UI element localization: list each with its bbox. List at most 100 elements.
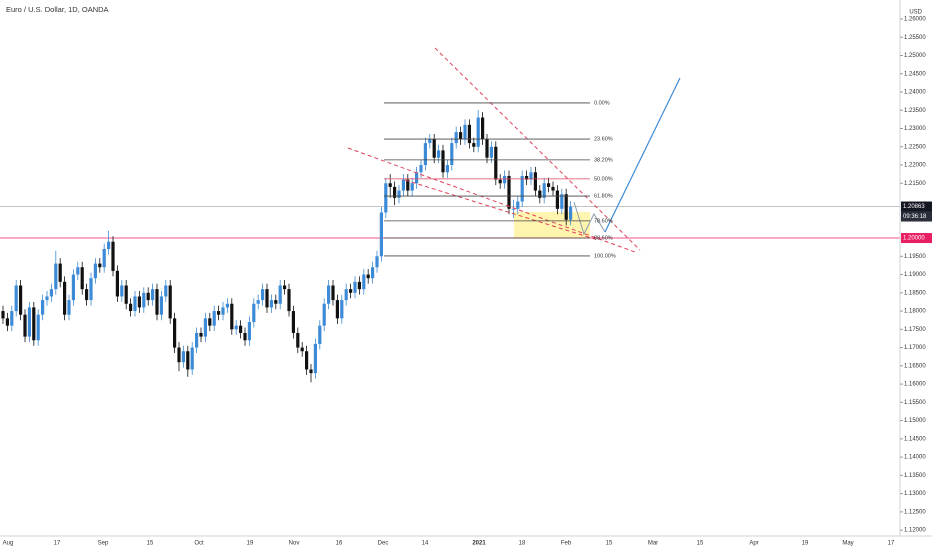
candle-body [41,300,45,315]
candle-body [203,318,207,337]
candle-body [503,175,507,184]
candle-body [542,183,546,198]
candle-body [335,300,339,319]
candle-body [511,208,515,210]
candle-body [419,165,423,173]
candle-body [309,369,313,374]
y-tick-label: 1.15000 [904,418,926,424]
candle-body [564,194,568,220]
candle-body [89,278,93,301]
y-tick-label: 1.16000 [904,382,926,388]
fib-label: 88.60% [594,235,613,241]
candle-body [93,263,97,279]
candle-body [423,143,427,166]
x-tick-label: Sep [98,541,109,547]
candle-body [54,263,58,290]
y-tick-label: 1.19500 [904,254,926,260]
candle-body [362,274,366,290]
candle-body [208,318,212,326]
x-tick-label: 17 [54,541,61,547]
candle-body [375,256,379,268]
y-tick-label: 1.23500 [904,108,926,114]
candle-body [63,281,67,315]
candle-body [331,285,335,301]
y-tick-label: 1.19000 [904,272,926,278]
candle-body [410,183,414,191]
candle-body [115,270,119,297]
candle-body [45,296,49,301]
y-tick-label: 1.21500 [904,181,926,187]
y-tick-label: 1.12500 [904,509,926,515]
candle-body [551,186,555,191]
candle-body [296,332,300,348]
candle-body [151,289,155,301]
projection-zigzag [573,201,606,236]
chart-title: Euro / U.S. Dollar, 1D, OANDA [6,5,109,14]
candle-body [322,303,326,326]
candle-body [111,241,115,271]
candle-body [85,289,89,301]
y-tick-label: 1.14500 [904,436,926,442]
candle-body [239,325,243,333]
candle-body [133,296,137,312]
candle-body [247,322,251,341]
drawings: 0.00% 23.60% 38.20% 50.00% 61.80% 78.60% 88.60… [347,47,681,259]
x-tick-label: 19 [802,541,809,547]
candle-body [146,292,150,301]
candle-body [291,311,295,333]
candle-body [529,172,533,180]
candle-body [190,347,194,370]
x-tick-label: 16 [336,541,343,547]
candle-body [36,314,40,341]
candle-body [212,311,216,326]
x-tick-label: 15 [147,541,154,547]
x-tick-label: Aug [3,541,14,547]
x-tick-label: 17 [888,541,895,547]
candle-body [547,183,551,187]
candle-body [243,332,247,341]
candle-body [102,248,106,268]
y-tick-label: 1.18500 [904,290,926,296]
y-tick-label: 1.23000 [904,126,926,132]
candle-body [14,285,18,312]
candle-body [415,172,419,184]
candle-body [520,175,524,202]
candle-body [274,300,278,304]
y-tick-label: 1.17000 [904,345,926,351]
candle-body [80,267,84,290]
candle-body [393,186,397,198]
candle-body [327,285,331,304]
price-label: 1.20000 [903,236,925,242]
candle-body [49,289,53,297]
target-zone [514,212,590,238]
candle-body [388,183,392,187]
y-tick-label: 1.14000 [904,455,926,461]
candle-body [432,139,436,158]
candle-body [555,190,559,209]
candle-body [164,285,168,297]
candle-body [300,347,304,352]
candle-body [406,179,410,191]
candle-body [498,179,502,184]
candle-body [379,212,383,257]
candle-body [357,281,361,290]
y-tick-label: 1.25000 [904,53,926,59]
candle-body [441,150,445,173]
trend-line [347,147,636,253]
x-tick-label: 19 [247,541,254,547]
x-tick-label: Apr [749,541,758,547]
candle-body [225,303,229,308]
x-tick-label: Oct [194,541,204,547]
y-tick-label: 1.13500 [904,473,926,479]
y-tick-label: 1.22500 [904,144,926,150]
candle-body [10,311,14,326]
candle-body [494,146,498,180]
candle-body [569,206,573,220]
candle-body [1,311,5,319]
y-tick-label: 1.12000 [904,528,926,534]
candle-body [525,175,529,180]
candle-body [58,263,62,282]
candle-body [371,267,375,279]
fib-label: 78.60% [594,218,613,224]
y-tick-label: 1.24000 [904,90,926,96]
